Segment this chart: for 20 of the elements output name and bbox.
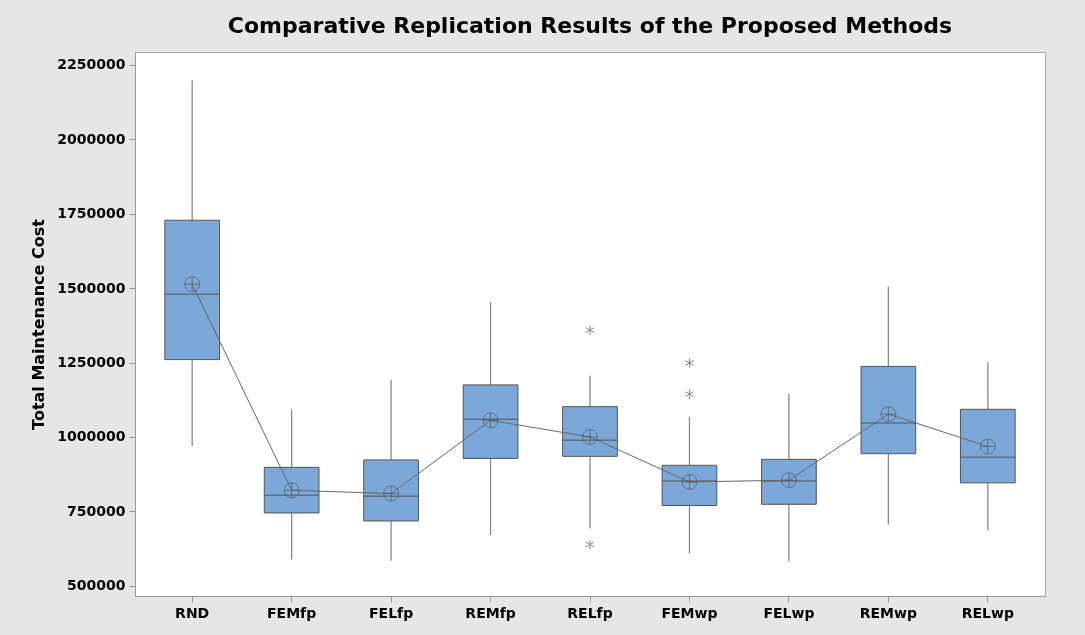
y-tick-label: 1750000 <box>57 205 126 222</box>
x-tick-label: RELfp <box>567 604 613 621</box>
chart-title: Comparative Replication Results of the Proposed Methods <box>227 13 953 38</box>
y-tick-label: 1000000 <box>57 428 126 445</box>
y-tick-label: 1500000 <box>57 279 126 296</box>
y-tick-label: 1250000 <box>57 354 126 371</box>
x-tick-label: FELwp <box>763 604 815 621</box>
y-axis-title: Total Maintenance Cost <box>29 218 49 430</box>
y-tick-label: 2000000 <box>57 130 126 147</box>
x-tick-label: REMwp <box>859 604 917 621</box>
x-tick-label: FELfp <box>369 604 414 621</box>
x-tick-label: FEMwp <box>661 604 718 621</box>
line-series <box>191 283 989 495</box>
x-tick-label: RELwp <box>961 604 1014 621</box>
x-tick-label: FEMfp <box>267 604 317 621</box>
x-tick-label: REMfp <box>465 604 516 621</box>
y-tick-label: 500000 <box>67 577 126 594</box>
x-tick-label: RND <box>175 604 210 621</box>
y-tick-label: 2250000 <box>57 56 126 73</box>
y-tick-label: 750000 <box>67 502 126 519</box>
